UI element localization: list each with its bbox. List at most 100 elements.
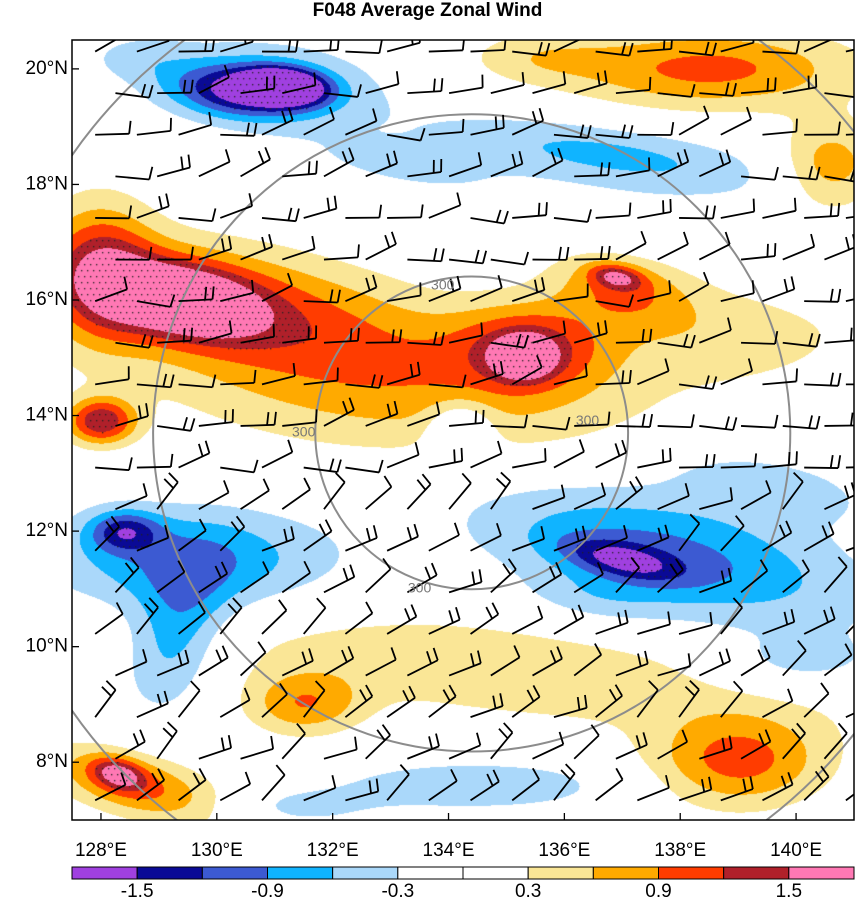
wind-barb	[553, 439, 585, 469]
wind-barb	[114, 729, 146, 760]
wind-barb	[386, 441, 420, 469]
wind-barb	[261, 683, 288, 718]
wind-barb	[637, 524, 670, 552]
wind-barb	[323, 397, 355, 427]
wind-barb	[365, 71, 400, 95]
wind-barb	[490, 414, 529, 429]
wind-barb	[428, 684, 457, 718]
wind-barb	[323, 564, 356, 594]
wind-barb	[428, 522, 460, 552]
wind-barb	[115, 333, 154, 349]
range-ring	[314, 275, 630, 591]
longitude-axis: 128°E 130°E 132°E 134°E 136°E 138°E 140°E	[75, 813, 822, 861]
wind-barb	[345, 40, 383, 55]
wind-barb	[637, 198, 672, 219]
wind-barb	[553, 40, 581, 53]
wind-barb	[470, 522, 502, 552]
wind-barb	[782, 722, 806, 760]
wind-barb	[511, 107, 545, 136]
wind-barb	[512, 448, 547, 469]
wind-barb	[553, 363, 588, 386]
wind-barb	[615, 413, 654, 428]
wind-barb	[94, 276, 128, 302]
wind-barb	[428, 447, 464, 469]
wind-barb	[136, 40, 171, 53]
wind-barb	[220, 40, 254, 53]
range-ring-labels: 300 300 300 300	[292, 276, 599, 595]
wind-barb	[470, 602, 500, 635]
wind-barb	[282, 325, 318, 344]
wind-barb	[219, 771, 251, 802]
wind-barb	[740, 559, 769, 594]
wind-barb	[428, 192, 462, 219]
wind-barb	[386, 282, 422, 303]
latitude-axis: 20°N 18°N 16°N 14°N 12°N 10°N 8°N	[26, 58, 79, 772]
wind-barb	[490, 150, 524, 178]
wind-barb	[511, 354, 543, 386]
wind-barb	[323, 84, 362, 98]
wind-barb	[845, 215, 854, 219]
wind-barb	[407, 733, 440, 760]
wind-barb	[615, 230, 647, 261]
wind-barb	[804, 372, 842, 387]
wind-barb	[345, 274, 378, 302]
wind-barb	[136, 453, 174, 469]
wind-barb	[365, 475, 393, 510]
wind-barb	[177, 680, 201, 718]
wind-barb	[219, 193, 253, 219]
wind-barb	[720, 597, 743, 635]
wind-barb	[261, 362, 296, 386]
wind-barb	[406, 473, 432, 510]
wind-barb	[678, 776, 713, 802]
wind-barb	[198, 236, 233, 261]
wind-barb	[532, 731, 565, 760]
zonal-wind-field	[72, 40, 854, 820]
range-ring-label: 300	[408, 580, 432, 596]
wind-barb	[198, 409, 234, 427]
wind-barb	[657, 558, 684, 594]
wind-barb	[448, 732, 482, 760]
wind-barb	[490, 333, 529, 349]
wind-barb	[678, 679, 700, 718]
wind-barb	[281, 477, 311, 510]
colorbar-swatch	[658, 866, 725, 880]
wind-barb	[345, 374, 384, 389]
wind-barb	[94, 515, 120, 552]
range-ring	[152, 113, 792, 753]
wind-barb	[573, 70, 608, 95]
wind-barb	[511, 277, 546, 303]
wind-barb	[637, 447, 672, 469]
wind-barb	[637, 358, 670, 386]
wind-barb	[156, 472, 179, 510]
wind-barb	[553, 694, 588, 719]
wind-barb	[845, 793, 854, 802]
wind-barb	[595, 202, 632, 219]
range-ring-label: 300	[431, 276, 455, 292]
wind-barb	[804, 288, 842, 303]
wind-barb	[595, 294, 635, 308]
wind-barb	[823, 556, 848, 593]
wind-barb	[511, 605, 544, 635]
wind-barb	[720, 280, 755, 303]
wind-barb	[845, 48, 854, 53]
wind-barb	[762, 197, 797, 219]
wind-barb	[595, 524, 628, 552]
lat-tick-label: 8°N	[36, 751, 68, 772]
wind-barb	[657, 333, 696, 349]
wind-barb	[261, 764, 286, 801]
wind-barb	[220, 369, 257, 386]
wind-barb	[678, 513, 701, 552]
wind-barb	[845, 624, 854, 635]
wind-barb	[679, 454, 716, 469]
wind-barb	[803, 606, 836, 635]
wind-barb	[470, 693, 504, 719]
wind-barb	[240, 561, 270, 594]
wind-barb	[470, 769, 500, 802]
wind-barb	[95, 457, 133, 472]
wind-barb	[678, 41, 718, 57]
wind-barb	[490, 645, 521, 677]
chart-title: F048 Average Zonal Wind	[312, 0, 543, 21]
wind-barb	[115, 649, 148, 677]
wind-barb	[94, 680, 117, 718]
